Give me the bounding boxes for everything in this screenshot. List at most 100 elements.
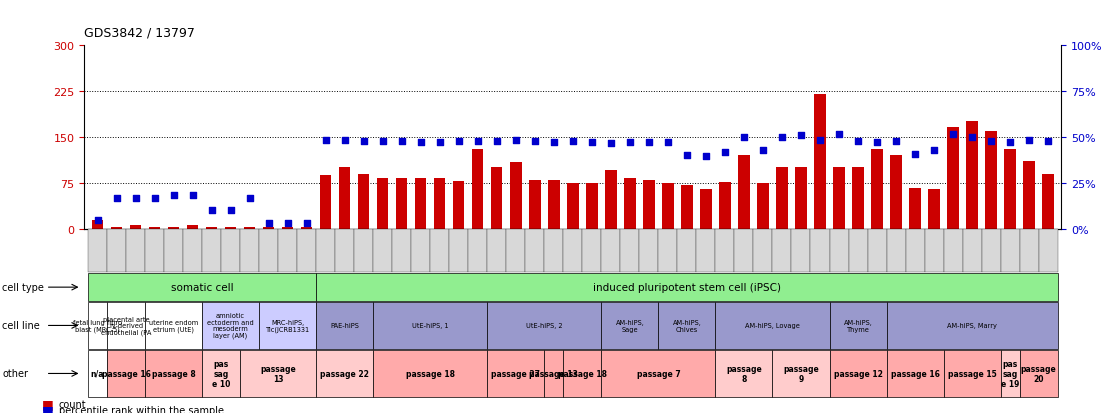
- Bar: [624, 179, 636, 229]
- Bar: [586, 183, 597, 229]
- Bar: [263, 228, 275, 229]
- Text: UtE-hiPS, 1: UtE-hiPS, 1: [412, 323, 449, 329]
- Point: [697, 154, 715, 160]
- Point: [849, 138, 866, 145]
- Bar: [339, 168, 350, 229]
- Text: somatic cell: somatic cell: [171, 282, 234, 292]
- Text: placental arte
ry-derived
endothelial (PA: placental arte ry-derived endothelial (P…: [101, 316, 151, 335]
- Text: ■: ■: [42, 397, 54, 411]
- Text: induced pluripotent stem cell (iPSC): induced pluripotent stem cell (iPSC): [593, 282, 781, 292]
- Point: [336, 137, 353, 144]
- Text: passage
9: passage 9: [783, 364, 819, 383]
- Text: percentile rank within the sample: percentile rank within the sample: [59, 405, 224, 413]
- Text: passage 16: passage 16: [891, 369, 940, 378]
- Bar: [757, 183, 769, 229]
- Bar: [377, 179, 389, 229]
- Bar: [985, 131, 997, 229]
- Bar: [187, 225, 198, 229]
- Text: AM-hiPS,
Thyme: AM-hiPS, Thyme: [843, 319, 872, 332]
- Point: [184, 192, 202, 199]
- Point: [240, 195, 258, 202]
- Bar: [225, 228, 236, 229]
- Text: passage 15: passage 15: [947, 369, 996, 378]
- Bar: [168, 228, 179, 229]
- Bar: [700, 190, 711, 229]
- Text: MRC-hiPS,
Tic(JCRB1331: MRC-hiPS, Tic(JCRB1331: [266, 319, 310, 332]
- Bar: [947, 128, 958, 229]
- Bar: [966, 122, 977, 229]
- Bar: [796, 168, 807, 229]
- Point: [126, 195, 144, 202]
- Point: [983, 138, 1001, 145]
- Point: [620, 139, 638, 145]
- Bar: [92, 220, 103, 229]
- Text: GDS3842 / 13797: GDS3842 / 13797: [84, 27, 195, 40]
- Text: count: count: [59, 399, 86, 409]
- Text: UtE-hiPS, 2: UtE-hiPS, 2: [526, 323, 563, 329]
- Point: [145, 195, 163, 202]
- Point: [869, 139, 886, 145]
- Text: AM-hiPS, Lovage: AM-hiPS, Lovage: [745, 323, 800, 329]
- Bar: [1005, 150, 1016, 229]
- Bar: [643, 180, 655, 229]
- Bar: [472, 150, 483, 229]
- Bar: [1024, 162, 1035, 229]
- Point: [564, 138, 582, 145]
- Text: passage 18: passage 18: [406, 369, 454, 378]
- Bar: [681, 185, 692, 229]
- Point: [373, 138, 391, 145]
- Point: [203, 207, 220, 214]
- Point: [906, 151, 924, 158]
- Bar: [663, 183, 674, 229]
- Bar: [491, 168, 503, 229]
- Bar: [530, 180, 541, 229]
- Text: passage 12: passage 12: [833, 369, 882, 378]
- Bar: [567, 183, 578, 229]
- Text: cell type: cell type: [2, 282, 44, 292]
- Text: fetal lung fibro
blast (MRC-5): fetal lung fibro blast (MRC-5): [73, 319, 122, 332]
- Text: passage 13: passage 13: [530, 369, 578, 378]
- Bar: [320, 175, 331, 229]
- Point: [222, 207, 239, 214]
- Point: [431, 139, 449, 145]
- Point: [1039, 138, 1057, 145]
- Bar: [510, 163, 522, 229]
- Point: [1002, 139, 1019, 145]
- Point: [412, 140, 430, 146]
- Point: [317, 137, 335, 144]
- Point: [716, 150, 733, 156]
- Text: passage
8: passage 8: [726, 364, 762, 383]
- Point: [393, 138, 411, 145]
- Bar: [719, 183, 730, 229]
- Text: passage 7: passage 7: [636, 369, 680, 378]
- Bar: [1043, 174, 1054, 229]
- Bar: [548, 180, 560, 229]
- Point: [526, 138, 544, 145]
- Text: uterine endom
etrium (UtE): uterine endom etrium (UtE): [148, 319, 198, 332]
- Point: [298, 220, 316, 226]
- Bar: [281, 228, 294, 229]
- Text: passage
13: passage 13: [260, 364, 296, 383]
- Text: amniotic
ectoderm and
mesoderm
layer (AM): amniotic ectoderm and mesoderm layer (AM…: [207, 313, 254, 339]
- Bar: [871, 150, 883, 229]
- Point: [1020, 137, 1038, 144]
- Bar: [605, 171, 616, 229]
- Point: [279, 220, 297, 226]
- Text: passage 18: passage 18: [557, 369, 607, 378]
- Point: [925, 147, 943, 154]
- Text: passage
20: passage 20: [1020, 364, 1057, 383]
- Text: pas
sag
e 10: pas sag e 10: [212, 359, 230, 388]
- Point: [640, 140, 658, 146]
- Point: [507, 138, 525, 144]
- Text: cell line: cell line: [2, 320, 40, 331]
- Bar: [358, 174, 369, 229]
- Text: pas
sag
e 19: pas sag e 19: [1001, 359, 1019, 388]
- Point: [963, 134, 981, 140]
- Point: [602, 140, 619, 147]
- Point: [355, 138, 372, 145]
- Text: passage 8: passage 8: [152, 369, 195, 378]
- Point: [755, 147, 772, 154]
- Text: AM-hiPS,
Chives: AM-hiPS, Chives: [673, 319, 701, 332]
- Point: [107, 195, 125, 202]
- Bar: [244, 228, 255, 229]
